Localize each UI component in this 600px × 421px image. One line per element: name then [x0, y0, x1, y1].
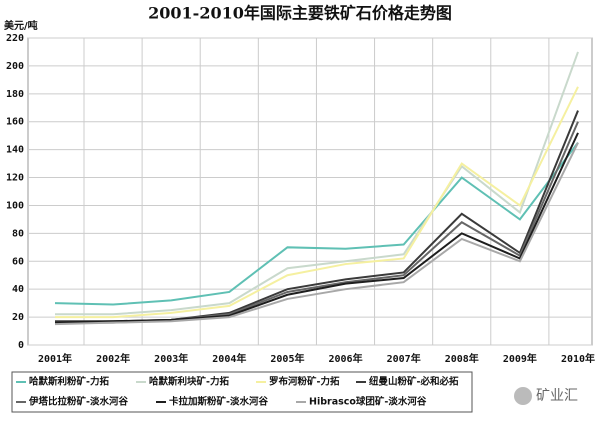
- x-tick-label: 2006年: [329, 352, 363, 365]
- x-tick-label: 2010年: [561, 352, 595, 365]
- legend-label: 哈默斯利粉矿-力拓: [29, 376, 109, 388]
- plot-area: [27, 37, 593, 346]
- y-axis-label: 美元/吨: [4, 19, 38, 32]
- y-tick-label: 180: [6, 89, 24, 100]
- x-tick-label: 2002年: [96, 352, 130, 365]
- legend-box: [11, 371, 473, 413]
- legend-label: 罗布河粉矿-力拓: [269, 376, 340, 388]
- y-tick-label: 40: [12, 284, 24, 295]
- y-tick-label: 0: [18, 340, 24, 351]
- legend-label: 哈默斯利块矿-力拓: [149, 376, 229, 388]
- y-tick-label: 140: [6, 145, 24, 156]
- x-tick-label: 2003年: [154, 352, 188, 365]
- series-line: [55, 86, 579, 319]
- series-line: [54, 142, 579, 306]
- y-tick-label: 220: [6, 33, 24, 44]
- watermark-icon: [514, 387, 532, 405]
- legend-label: Hibrasco球团矿-淡水河谷: [309, 396, 427, 408]
- x-tick-label: 2008年: [445, 352, 479, 365]
- chart-title: 2001-2010年国际主要铁矿石价格走势图: [148, 4, 452, 23]
- x-tick-label: 2007年: [387, 352, 421, 365]
- legend-label: 纽曼山粉矿-必和必拓: [369, 376, 459, 388]
- y-tick-label: 160: [6, 117, 24, 128]
- y-tick-label: 200: [6, 61, 24, 72]
- legend-label: 伊塔比拉粉矿-淡水河谷: [28, 396, 128, 408]
- y-tick-label: 20: [12, 312, 24, 323]
- y-tick-label: 120: [6, 173, 24, 184]
- x-tick-label: 2009年: [503, 352, 537, 365]
- series-line: [55, 51, 579, 316]
- y-tick-label: 100: [6, 200, 24, 211]
- legend-label: 卡拉加斯粉矿-淡水河谷: [169, 396, 268, 408]
- series-line: [54, 132, 579, 324]
- x-tick-label: 2004年: [212, 352, 246, 365]
- y-tick-label: 60: [12, 256, 24, 267]
- x-tick-label: 2001年: [38, 352, 72, 365]
- y-tick-label: 80: [12, 228, 24, 239]
- series-line: [54, 142, 579, 326]
- watermark: 矿业汇: [536, 388, 578, 404]
- x-tick-label: 2005年: [270, 352, 304, 365]
